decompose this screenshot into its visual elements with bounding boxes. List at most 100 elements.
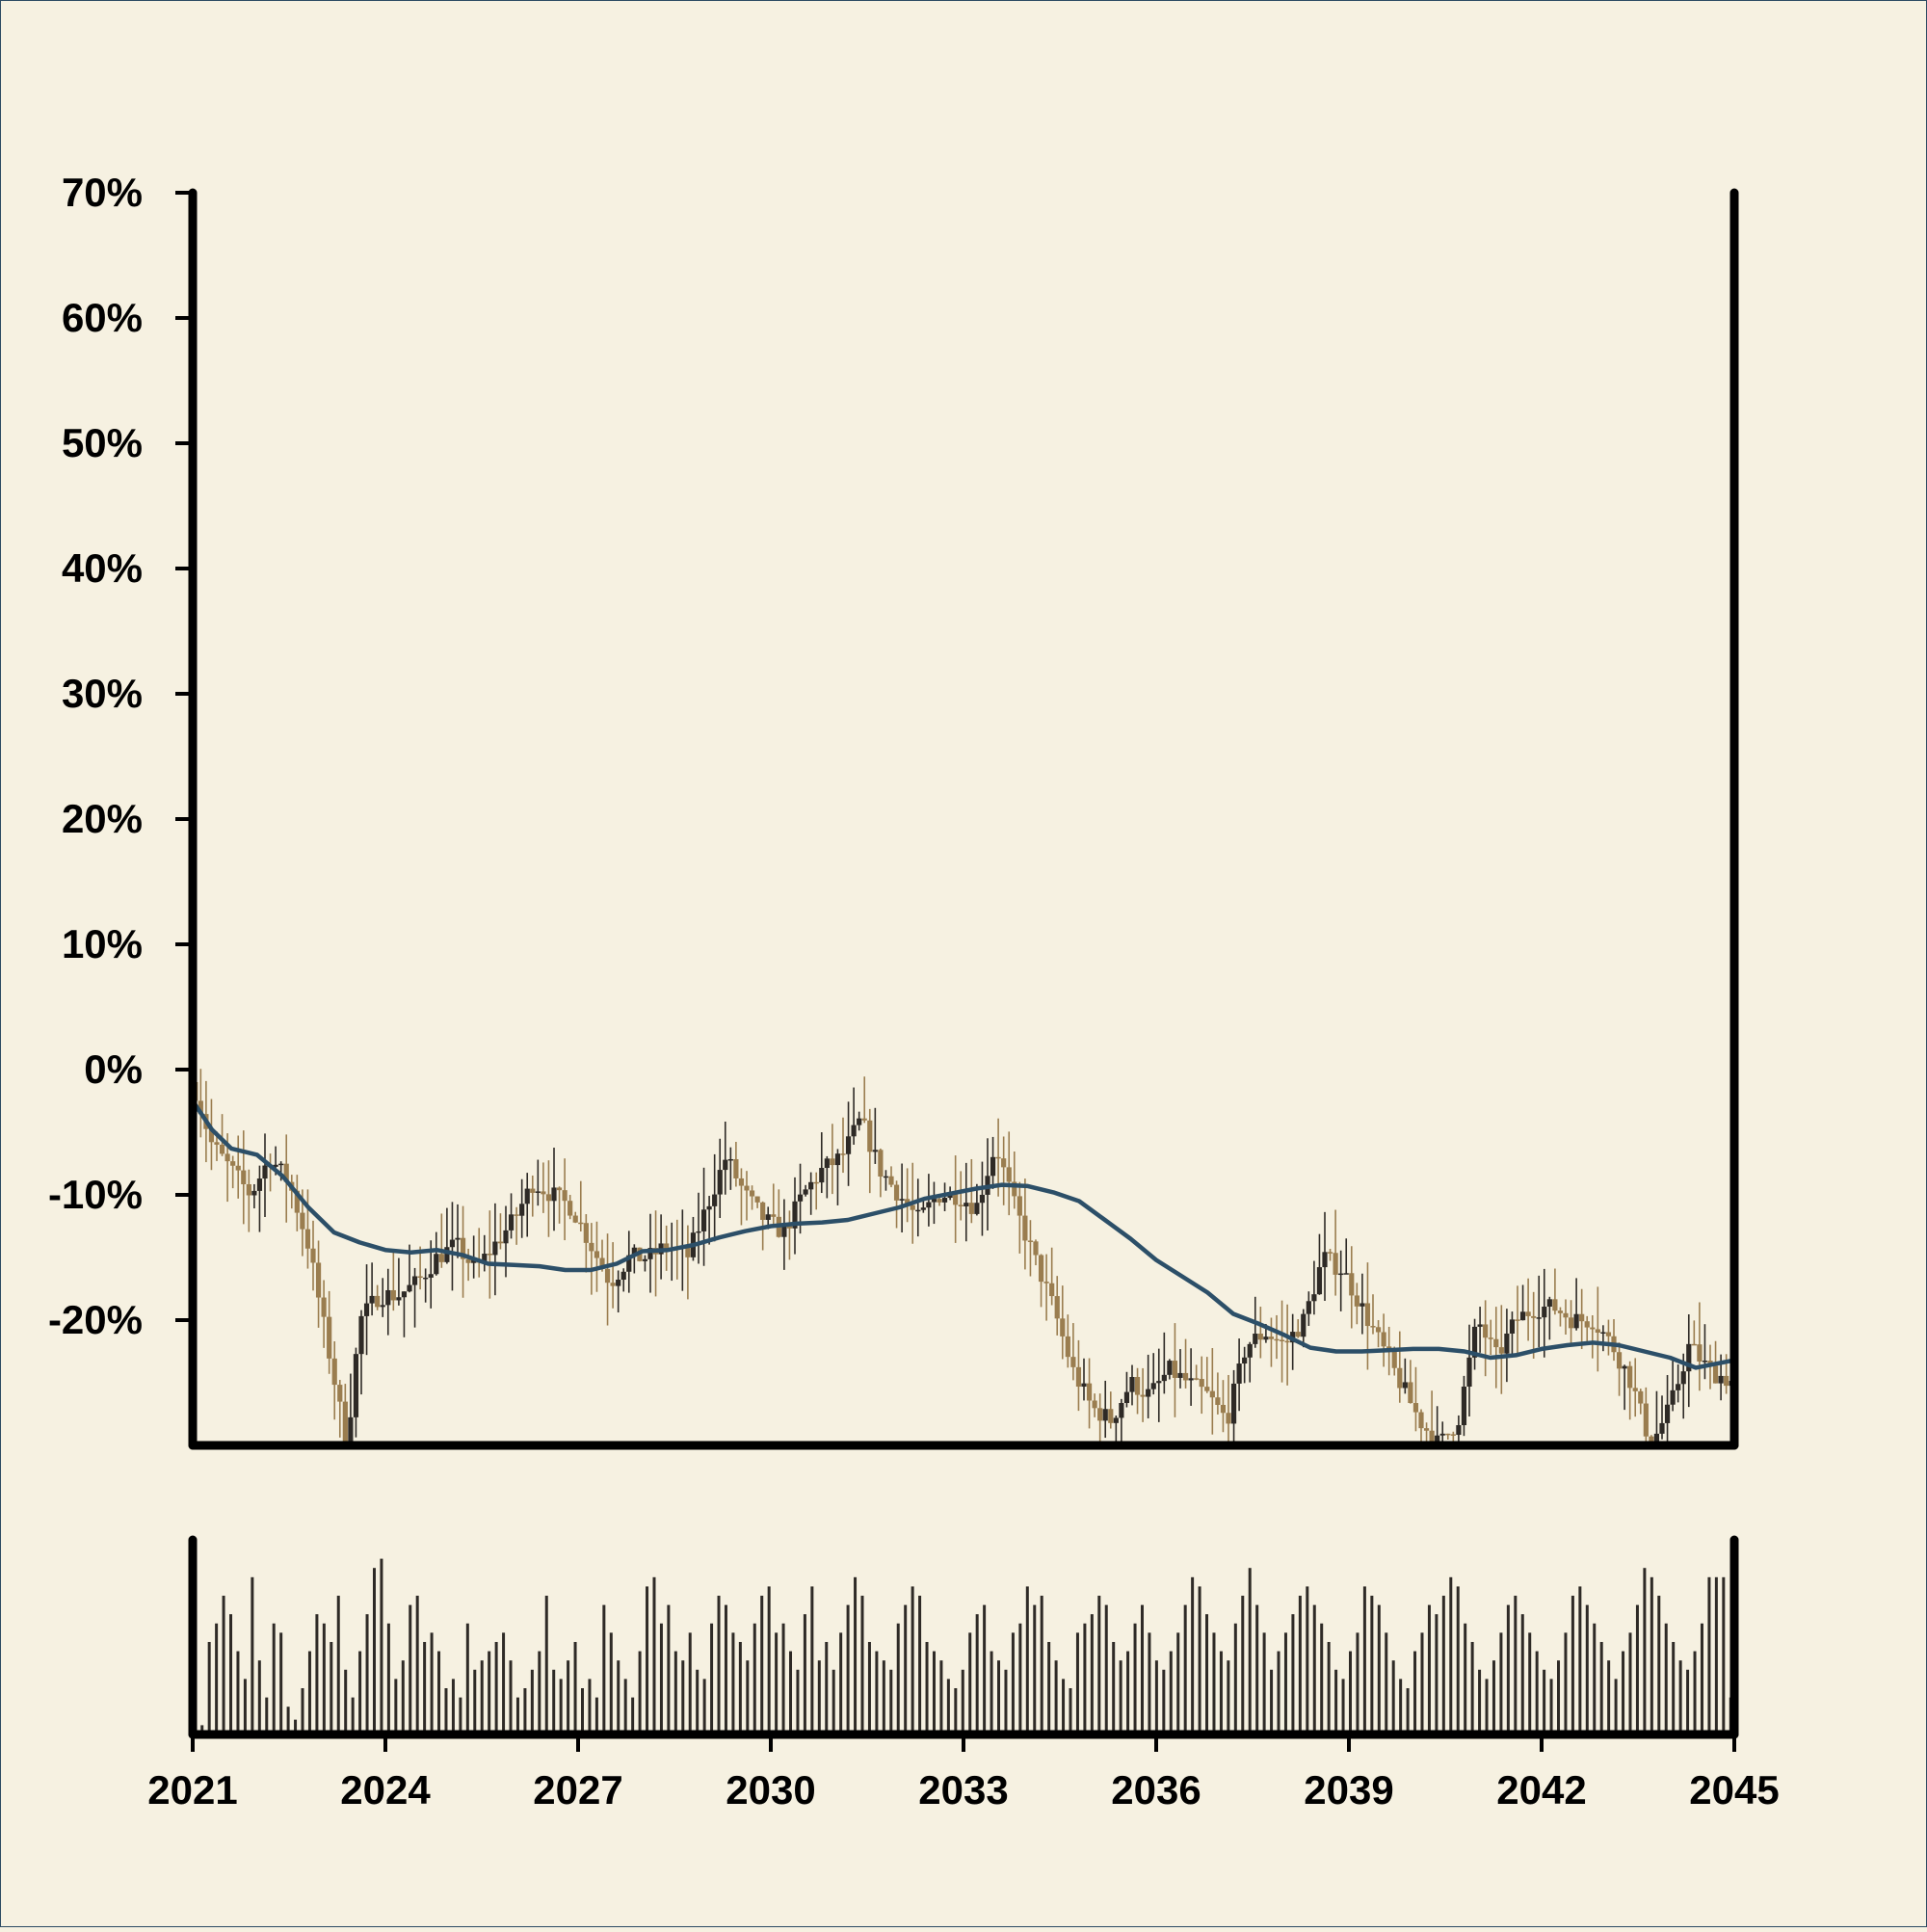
volume-bar [1441,1596,1445,1734]
volume-bar [336,1596,340,1734]
candle-body [819,1168,825,1183]
volume-bar [673,1651,677,1734]
volume-bar [215,1623,219,1734]
volume-bar [1176,1632,1180,1734]
volume-bar [1535,1651,1539,1734]
candle-body [1584,1321,1590,1328]
volume-bar [752,1623,756,1734]
volume-bar [731,1632,735,1734]
candle-body [1557,1310,1564,1313]
volume-bar [415,1596,419,1734]
candle-body [262,1165,268,1179]
candle-body [219,1144,225,1154]
volume-bar [243,1679,247,1734]
candle-body [797,1194,804,1202]
candle-body [926,1202,932,1208]
candle-body [840,1153,846,1155]
candle-body [813,1181,819,1184]
candle-body [1322,1252,1328,1268]
candle-body [899,1199,905,1201]
volume-bar [307,1651,311,1734]
y-tick-label: -10% [48,1172,143,1217]
volume-bar [904,1604,908,1734]
candle-body [1284,1340,1290,1343]
x-tick-label: 2039 [1304,1767,1393,1813]
volume-bar [279,1632,283,1734]
candle-body [905,1199,911,1205]
volume-bar [796,1669,800,1734]
volume-bar [573,1642,577,1734]
volume-bar [918,1596,922,1734]
volume-bar [1470,1642,1474,1734]
candle-body [1081,1383,1087,1388]
volume-bar [1004,1669,1008,1734]
volume-bar [1664,1623,1668,1734]
volume-bar [846,1604,850,1734]
volume-bar [1557,1660,1561,1734]
volume-bar [1169,1651,1173,1734]
volume-bar [602,1604,606,1734]
volume-bar [617,1660,620,1734]
candle-body [1664,1404,1671,1423]
candle-body [610,1283,616,1286]
y-tick-label: 20% [62,796,143,841]
candle-body [1215,1397,1221,1405]
volume-bar [1672,1642,1676,1734]
candle-body [497,1241,504,1244]
volume-bar [1312,1604,1316,1734]
candle-body [1418,1412,1424,1429]
price-panel: -20% -10% 0% 10% 20% 30% 40% 50% 60% 70% [48,170,1739,1450]
volume-bar [552,1669,556,1734]
candle-body [568,1201,573,1216]
y-tick-label: 30% [62,671,143,716]
volume-bar [896,1623,900,1734]
volume-bar [1291,1614,1295,1734]
volume-bar [623,1679,627,1734]
volume-bar [789,1651,793,1734]
volume-bar [1154,1660,1158,1734]
volume-bar [990,1651,993,1734]
volume-bar [257,1660,261,1734]
volume-bar [724,1604,727,1734]
candle-body [1370,1326,1376,1328]
candle-body [1146,1389,1151,1397]
candle-body [1242,1357,1248,1364]
candle-body [1167,1361,1173,1375]
candle-body [1012,1181,1017,1197]
candle-body [1509,1319,1516,1334]
candle-body [1461,1387,1467,1426]
volume-bar [688,1632,692,1734]
volume-bar [1062,1679,1066,1734]
volume-bar [860,1596,864,1734]
candle-body [893,1184,900,1201]
x-tick-label: 2024 [340,1767,431,1813]
candle-body [589,1242,594,1252]
volume-bar [1140,1604,1144,1734]
candle-body [723,1159,728,1171]
candle-body [1542,1307,1547,1318]
candle-body [1450,1434,1456,1436]
candle-body [1466,1357,1472,1388]
volume-bar [1047,1642,1051,1734]
candle-body [1546,1299,1552,1308]
volume-bar [1277,1651,1280,1734]
volume-panel: 2021 2024 2027 2030 2033 2036 2039 2042 2045 [147,1535,1780,1813]
volume-bar [954,1688,958,1734]
candle-body [1531,1315,1537,1318]
candle-body [1477,1324,1483,1327]
candle-body [1129,1377,1135,1392]
volume-bar [409,1604,412,1734]
candle-body [845,1136,852,1154]
candle-body [230,1161,236,1166]
volume-bar [386,1623,390,1734]
candle-body [471,1259,477,1263]
candle-body [1140,1394,1146,1397]
volume-bar [351,1697,355,1734]
volume-bar [559,1679,563,1734]
volume-bar [1025,1586,1029,1734]
candle-body [920,1207,926,1210]
volume-bar [867,1642,871,1734]
candle-body [765,1214,771,1220]
candle-body [1230,1383,1237,1424]
